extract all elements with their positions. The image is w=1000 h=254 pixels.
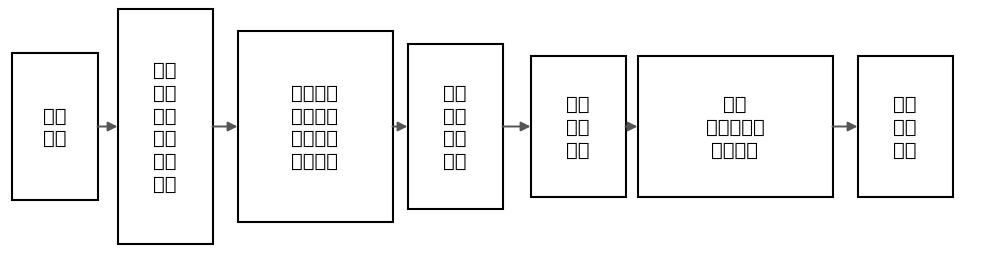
Text: 故障
分类: 故障 分类 bbox=[43, 106, 67, 148]
Text: 提取
多组
各个
桥臂
电压
信号: 提取 多组 各个 桥臂 电压 信号 bbox=[153, 61, 177, 193]
Text: 运用小波
多尺度分
解法分析
电压信号: 运用小波 多尺度分 解法分析 电压信号 bbox=[292, 84, 338, 170]
Bar bbox=[238, 32, 392, 222]
Text: 建立
故障
样本: 建立 故障 样本 bbox=[566, 95, 590, 159]
Bar bbox=[12, 53, 98, 201]
Bar bbox=[408, 44, 503, 210]
Text: 获取
故障
特征
向量: 获取 故障 特征 向量 bbox=[443, 84, 467, 170]
Bar bbox=[858, 57, 952, 197]
Bar bbox=[638, 57, 832, 197]
Text: 得到
分类
结果: 得到 分类 结果 bbox=[893, 95, 917, 159]
Bar bbox=[118, 10, 213, 244]
Bar bbox=[530, 57, 626, 197]
Text: 建立
支持向量机
分类模型: 建立 支持向量机 分类模型 bbox=[706, 95, 764, 159]
